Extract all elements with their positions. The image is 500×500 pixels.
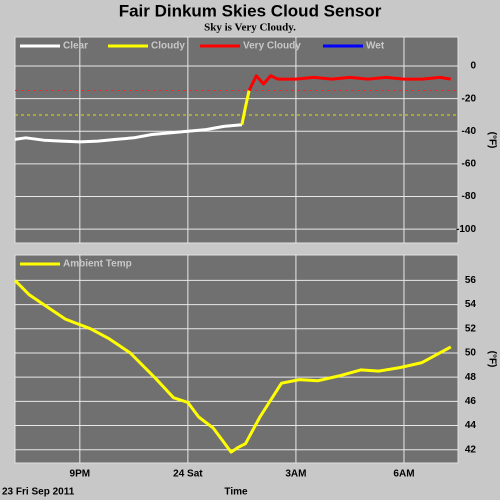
- chart-title: Fair Dinkum Skies Cloud Sensor: [119, 1, 382, 20]
- date-label: 23 Fri Sep 2011: [2, 487, 75, 498]
- y-tick-label: 56: [465, 275, 477, 286]
- chart-subtitle: Sky is Very Cloudy.: [204, 22, 296, 34]
- plot-area: [14, 36, 459, 244]
- y-tick-label: -20: [462, 93, 477, 104]
- series-line: [247, 74, 452, 92]
- y-tick-label: 50: [465, 348, 477, 359]
- plot-area: [14, 254, 459, 464]
- x-tick-label: 9PM: [70, 469, 91, 480]
- y-tick-label: 52: [465, 323, 477, 334]
- y-tick-label: -60: [462, 159, 477, 170]
- y-axis-label: (°F): [486, 351, 497, 368]
- series-line: [14, 123, 243, 144]
- legend-label: Very Cloudy: [243, 41, 301, 52]
- y-tick-label: -100: [456, 224, 476, 235]
- y-tick-label: 54: [465, 299, 477, 310]
- y-tick-label: 48: [465, 372, 477, 383]
- y-axis-label: (°F): [486, 132, 497, 149]
- series-line: [240, 90, 251, 125]
- x-tick-label: 24 Sat: [173, 469, 203, 480]
- legend-label: Clear: [63, 41, 88, 52]
- x-tick-label: 3AM: [285, 469, 306, 480]
- legend-label: Ambient Temp: [63, 259, 132, 270]
- series-line: [13, 279, 452, 454]
- legend-label: Cloudy: [151, 41, 185, 52]
- y-tick-label: 0: [470, 61, 476, 72]
- x-tick-label: 6AM: [393, 469, 414, 480]
- y-tick-label: 44: [465, 420, 477, 431]
- x-axis-label: Time: [224, 487, 248, 498]
- y-tick-label: -80: [462, 191, 477, 202]
- y-tick-label: -40: [462, 126, 477, 137]
- y-tick-label: 42: [465, 444, 477, 455]
- y-tick-label: 46: [465, 396, 477, 407]
- legend-label: Wet: [366, 41, 385, 52]
